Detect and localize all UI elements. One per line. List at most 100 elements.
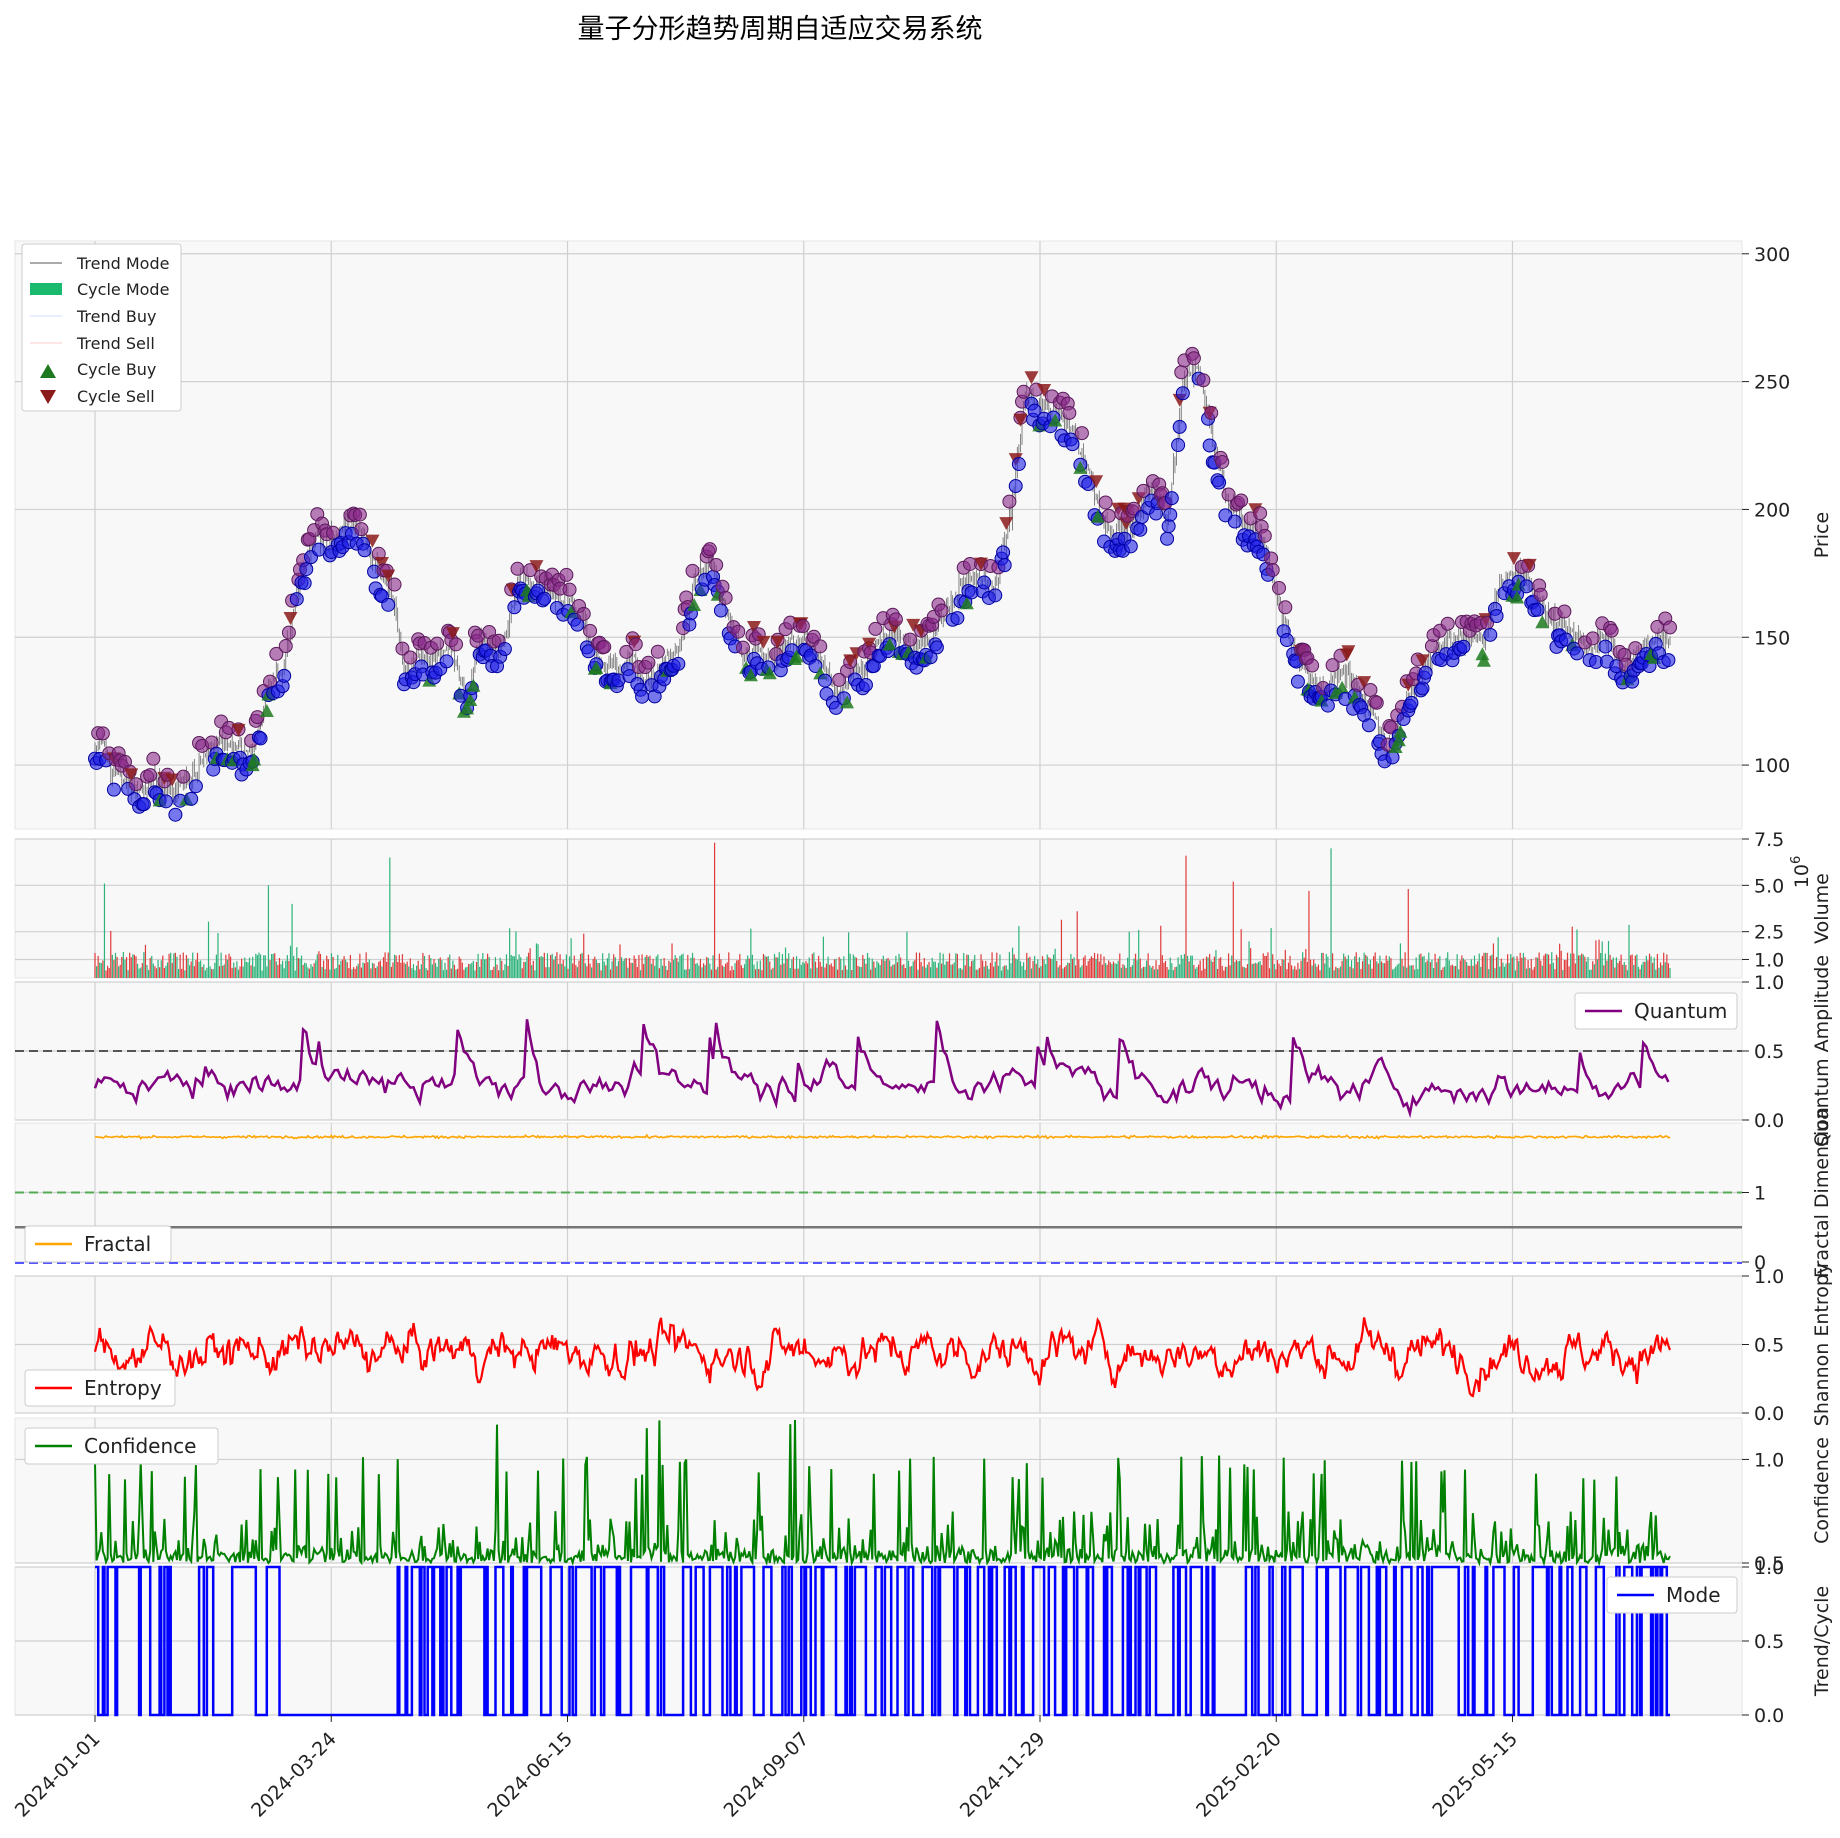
price-mode-marker [143,768,158,783]
volume-bar [122,951,124,978]
volume-bar [685,969,687,978]
volume-bar [302,964,304,978]
volume-bar [829,964,831,978]
price-mode-marker [1175,386,1190,401]
volume-bar [652,958,654,978]
cycle-buy-marker [466,678,481,692]
price-mode-marker [1456,639,1471,654]
volume-bar [1209,954,1211,978]
volume-bar [1049,958,1052,978]
volume-bar [1434,953,1436,978]
volume-bar [1134,953,1137,978]
volume-bar [754,969,757,978]
volume-bar [1313,959,1315,978]
volume-bar [414,970,416,978]
volume-bar [409,958,411,978]
volume-bar [390,966,392,978]
volume-bar [673,959,675,978]
volume-bar [1182,958,1184,978]
price-ytick-label: 250 [1754,372,1790,394]
volume-bar [679,955,681,978]
volume-bar [715,969,717,978]
volume-bar [562,960,564,978]
volume-bar [1128,931,1130,978]
volume-bar [135,956,137,978]
volume-bar [1034,955,1036,978]
volume-bar [1413,969,1416,978]
volume-bar [1179,964,1181,978]
volume-bar [359,953,361,978]
volume-bar [439,957,441,978]
volume-bar [1172,970,1174,978]
price-mode-marker [813,639,828,654]
volume-bar [152,963,154,978]
volume-bar [929,967,932,978]
volume-bar [805,960,807,978]
volume-bar [1086,965,1088,978]
cycle-sell-marker [365,534,380,548]
volume-bar [1087,961,1089,978]
volume-bar [1081,965,1083,978]
volume-bar [669,962,672,978]
price-mode-marker [1257,528,1272,543]
volume-bar [215,954,217,978]
volume-bar [1453,966,1455,978]
volume-bar [1606,960,1608,978]
price-background [14,240,1743,830]
cycle-buy-marker [762,666,777,680]
volume-bar [1374,952,1376,978]
volume-bar [1261,965,1263,978]
volume-bar [318,951,320,978]
volume-bar [1295,969,1297,978]
volume-bar [356,966,358,978]
volume-bar [1499,966,1501,978]
volume-bar [1612,957,1614,978]
cycle-buy-marker [840,695,855,709]
volume-bar [286,955,288,978]
volume-bar [791,959,793,978]
volume-bar [1514,970,1517,978]
volume-bar [188,965,191,978]
volume-bar [1130,966,1132,978]
volume-bar [195,960,197,978]
confidence-legend-label: Confidence [84,1434,196,1458]
volume-bar [1023,962,1025,978]
volume-bar [830,963,832,978]
cycle-buy-marker [589,660,604,674]
price-mode-marker [1202,438,1217,453]
mode-ytick-label: 0.5 [1754,1631,1784,1653]
volume-bar [1286,969,1288,978]
volume-bar [827,956,829,978]
volume-bar [616,966,618,978]
fractal-legend-label: Fractal [84,1232,151,1256]
volume-bar [133,954,136,978]
volume-bar [453,964,456,978]
price-mode-marker [297,576,312,591]
volume-bar [226,959,229,978]
volume-bar [1000,970,1003,978]
volume-bar [926,964,929,978]
volume-bar [1220,957,1222,978]
volume-bar [959,968,962,978]
volume-bar [1615,957,1617,978]
volume-bar [769,961,771,978]
volume-bar [1508,962,1510,978]
volume-bar [1116,963,1118,978]
volume-bar [1259,961,1261,978]
volume-bar [486,953,489,978]
volume-bar [376,966,378,978]
volume-bar [1573,953,1575,978]
volume-bar [386,961,388,978]
price-ytick-label: 150 [1754,627,1790,649]
volume-bar [854,956,856,978]
volume-bar [1141,968,1143,978]
volume-bar [1278,963,1280,978]
mode-ytick-label: 1.0 [1754,1557,1784,1579]
volume-bar [608,953,610,978]
x-tick-label: 2025-02-20 [1192,1728,1286,1822]
volume-bar [1270,928,1272,978]
volume-bar [1185,855,1187,978]
price-mode-marker [128,777,143,792]
volume-bar [646,955,648,978]
price-mode-marker [395,641,410,656]
